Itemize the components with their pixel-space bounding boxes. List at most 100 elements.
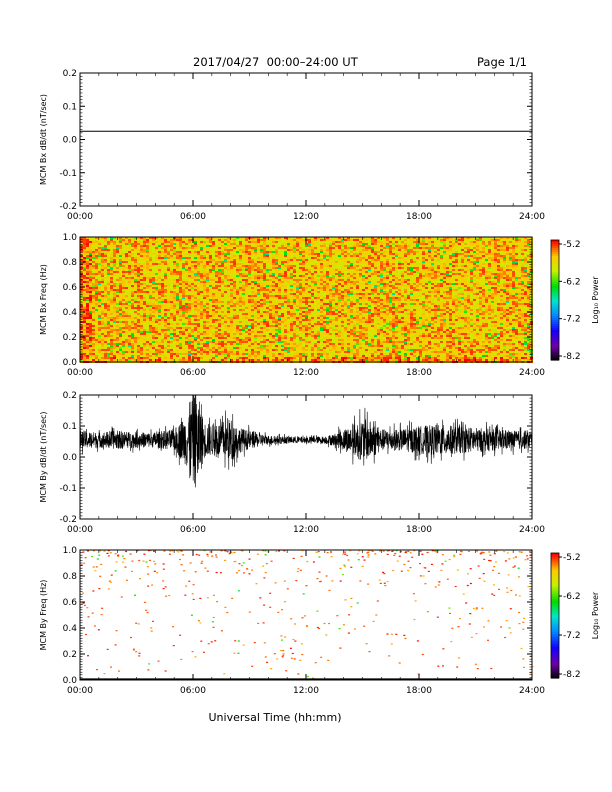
colorbar-4-step [551,648,559,652]
colorbar-4-step [551,675,559,679]
colorbar-4-step [551,673,559,677]
colorbar-4-step [551,569,559,573]
colorbar-2-step [551,280,559,283]
panel-1-ytick-label: 0.0 [63,136,78,146]
panel-3-ytick-label: 0.1 [63,422,77,432]
panel-4-xtick-label: 00:00 [67,686,93,696]
colorbar-2-step [551,348,559,351]
colorbar-2-step [551,274,559,277]
panel-3-xtick-label: 18:00 [406,525,432,535]
colorbar-2-step [551,272,559,275]
colorbar-2-step [551,292,559,295]
panel-1-ytick-label: -0.2 [59,202,77,212]
panel-3-ytick-label: -0.2 [59,515,77,525]
colorbar-2-step [551,290,559,293]
colorbar-4-step [551,605,559,608]
colorbar-4-step [551,655,559,658]
colorbar-4-step [551,567,559,571]
colorbar-4-step [551,663,559,667]
colorbar-2-step [551,304,559,307]
panel-2-ytick-label: 0.2 [63,333,77,343]
colorbar-2-step [551,338,559,341]
colorbar-2-step [551,240,559,243]
colorbar-2-step [551,266,559,269]
colorbar-4-step [551,619,559,623]
colorbar-2-step [551,308,559,311]
panel-3-ytick-label: 0.2 [63,391,77,401]
colorbar-4-step [551,571,559,575]
panel-4-ytick-label: 0.2 [63,650,77,660]
colorbar-2-step [551,332,559,335]
panel-2-xtick-label: 12:00 [293,368,319,378]
colorbar-2-step [551,316,559,319]
colorbar-2-tick-label: -8.2 [563,352,581,362]
colorbar-2-step [551,356,559,359]
panel-3-ytick-label: 0.0 [63,453,78,463]
colorbar-4-frame [550,552,560,679]
colorbar-2-step [551,342,559,345]
colorbar-2-label: Log₁₀ Power [591,276,600,324]
colorbar-2-step [551,254,559,257]
panel-4-ytick-label: 0.0 [63,676,78,686]
colorbar-2-step [551,340,559,343]
colorbar-2-step [551,262,559,265]
colorbar-2-step [551,324,559,327]
colorbar-2-step [551,282,559,285]
panel-4-ytick-label: 0.4 [63,624,78,634]
colorbar-4-step [551,615,559,619]
colorbar-4-step [551,640,559,644]
panel-3-ylabel: MCM By dB/dt (nT/sec) [39,411,48,502]
colorbar-4-step [551,575,559,579]
page-number: Page 1/1 [477,55,528,69]
colorbar-4-tick-label: -7.2 [563,631,581,641]
colorbar-4-step [551,628,559,631]
colorbar-2-step [551,278,559,281]
panel-2-ytick-label: 0.6 [63,283,78,293]
colorbar-4-step [551,613,559,617]
page-title: 2017/04/27 00:00–24:00 UT [193,55,358,69]
colorbar-2-step [551,346,559,349]
panel-2-ytick-label: 0.4 [63,308,78,318]
colorbar-4-step [551,557,559,560]
colorbar-2-step [551,302,559,305]
colorbar-4-step [551,657,559,660]
panel-2-xtick-label: 18:00 [406,368,432,378]
colorbar-4-step [551,621,559,625]
panel-4-ylabel: MCM By Freq (Hz) [39,580,48,651]
colorbar-2-step [551,350,559,353]
colorbar-4-step [551,659,559,662]
colorbar-2-step [551,264,559,267]
panel-4-xtick-label: 24:00 [519,686,545,696]
panel-1-xtick-label: 06:00 [180,212,206,222]
colorbar-2-step [551,260,559,263]
colorbar-4-step [551,596,559,600]
colorbar-2-step [551,358,559,361]
panel-1-ytick-label: -0.1 [59,169,77,179]
colorbar-2-step [551,248,559,251]
colorbar-4-step [551,584,559,587]
colorbar-2-step [551,250,559,253]
panel-3-xtick-label: 24:00 [519,525,545,535]
colorbar-4-step [551,665,559,669]
colorbar-2-step [551,310,559,313]
colorbar-2-frame [550,239,560,361]
panel-2-ytick-label: 1.0 [63,233,78,243]
panel-1-ytick-label: 0.1 [63,102,77,112]
colorbar-2-step [551,268,559,271]
panel-4-xtick-label: 06:00 [180,686,206,696]
panel-3-xtick-label: 06:00 [180,525,206,535]
colorbar-2-step [551,306,559,309]
panel-1-xtick-label: 18:00 [406,212,432,222]
colorbar-2-step [551,314,559,317]
colorbar-4-step [551,588,559,592]
panel-2-ylabel: MCM Bx Freq (Hz) [39,264,48,335]
colorbar-4-step [551,586,559,590]
colorbar-4-step [551,582,559,585]
colorbar-2-tick-label: -6.2 [563,277,581,287]
colorbar-4-step [551,573,559,577]
colorbar-4-step [551,632,559,635]
colorbar-2-step [551,334,559,337]
colorbar-4-step [551,563,559,567]
colorbar-2-step [551,344,559,347]
colorbar-4-step [551,669,559,673]
